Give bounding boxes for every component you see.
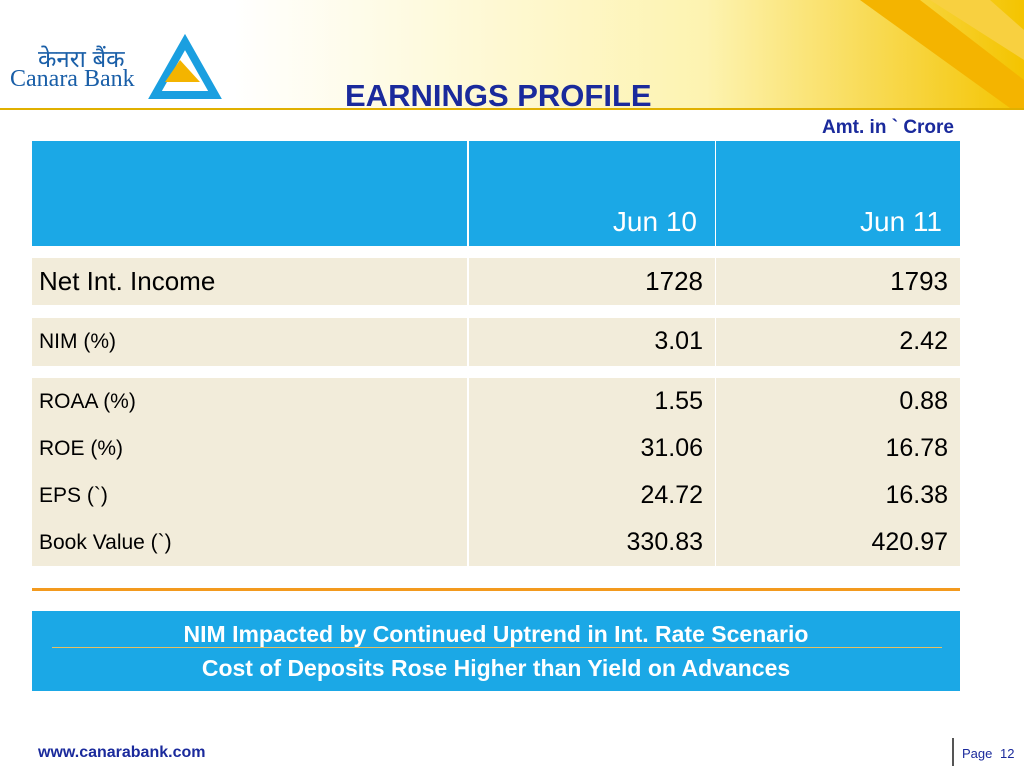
value-cell: 16.38 <box>885 481 948 509</box>
row-bg <box>469 318 715 366</box>
stripe <box>930 0 1024 60</box>
value-cell: 420.97 <box>871 528 948 556</box>
value-cell: 1728 <box>645 266 703 296</box>
value-cell: 2.42 <box>899 327 948 355</box>
value-cell: 0.88 <box>899 387 948 415</box>
page-label: Page <box>962 746 993 761</box>
label-cell: Net Int. Income <box>39 266 216 296</box>
row-bg <box>716 258 960 305</box>
value-cell: 330.83 <box>626 528 703 556</box>
note-rule <box>52 647 942 648</box>
website: www.canarabank.com <box>38 744 206 761</box>
row-bg <box>32 318 467 366</box>
logo-hindi: केनरा बैंक <box>38 46 125 73</box>
logo-mark <box>148 33 222 99</box>
label-cell: EPS (`) <box>39 483 108 507</box>
logo-english: Canara Bank <box>10 66 135 92</box>
header-decor <box>0 0 1024 110</box>
row-bg <box>469 258 715 305</box>
value-cell: 3.01 <box>654 327 703 355</box>
row-bg <box>716 318 960 366</box>
label-cell: NIM (%) <box>39 329 116 353</box>
label-cell: ROAA (%) <box>39 389 136 413</box>
note: NIM Impacted by Continued Uptrend in Int… <box>183 621 809 647</box>
label-cell: ROE (%) <box>39 436 123 460</box>
value-cell: 16.78 <box>885 434 948 462</box>
logo-bg <box>0 0 236 106</box>
row-bg <box>469 378 715 566</box>
value-cell: 24.72 <box>640 481 703 509</box>
note-box: NIM Impacted by Continued Uptrend in Int… <box>32 611 960 691</box>
value-cell: 1.55 <box>654 387 703 415</box>
header-cell: Jun 11 <box>716 141 960 246</box>
note: Cost of Deposits Rose Higher than Yield … <box>201 655 791 681</box>
label-cell: Book Value (`) <box>39 530 172 554</box>
unit-note: Amt. in ` Crore <box>822 117 954 138</box>
rule <box>32 588 960 591</box>
logo-mark <box>165 60 200 82</box>
footer-bar <box>952 738 954 766</box>
title: EARNINGS PROFILE <box>345 78 652 113</box>
row-bg <box>32 378 467 566</box>
page-number: 12 <box>1000 746 1015 761</box>
row-bg <box>716 378 960 566</box>
header-cell: Jun 10 <box>469 141 715 246</box>
value-cell: 1793 <box>890 266 948 296</box>
value-cell: 31.06 <box>640 434 703 462</box>
header-cell <box>32 141 467 246</box>
row-bg <box>32 258 467 305</box>
stripe <box>860 0 1024 108</box>
